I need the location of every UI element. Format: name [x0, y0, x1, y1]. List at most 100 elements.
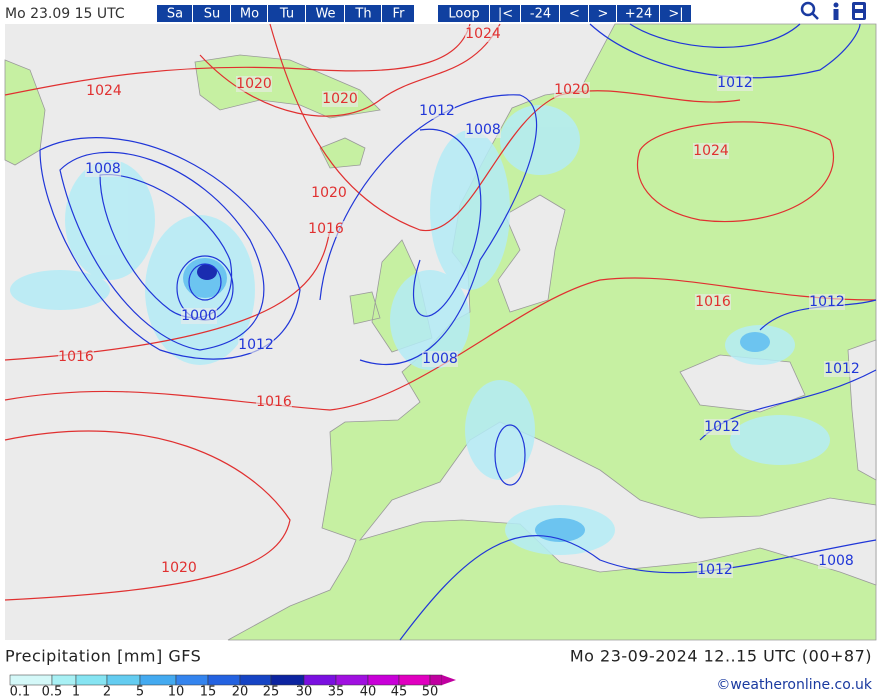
zoom-icon[interactable]: [800, 1, 819, 20]
isobar-label: 1016: [58, 349, 94, 365]
sea: [497, 194, 566, 313]
land: [319, 137, 366, 169]
button-label: Fr: [393, 7, 406, 22]
label-bg: [238, 337, 274, 353]
button-label: +24: [625, 7, 652, 22]
print-icon[interactable]: [852, 2, 866, 20]
scale-label: 1: [72, 685, 80, 699]
label-bg: [818, 553, 854, 569]
scale-label: 35: [328, 685, 345, 699]
isobar-label: 1012: [238, 337, 274, 353]
scale-label: 15: [200, 685, 217, 699]
scale-swatch: [335, 674, 369, 686]
scale-swatch: [270, 674, 305, 686]
scale-arrow: [442, 675, 456, 685]
scale-swatch: [106, 674, 141, 686]
isobar-label: 1024: [693, 143, 729, 159]
color-scale: 0.1 0.5 1 2 5 10 15 20 25 30 35 40 45 50: [9, 674, 456, 699]
label-bg: [181, 308, 217, 324]
scale-swatch: [429, 674, 443, 686]
scale-swatch: [398, 674, 431, 686]
button-label: Sa: [167, 7, 183, 22]
scale-label: 40: [360, 685, 377, 699]
scale-swatch: [367, 674, 400, 686]
button-bg: [490, 5, 520, 22]
scale-swatch: [207, 674, 241, 686]
scale-swatch: [9, 674, 53, 686]
button-bg: [268, 5, 305, 22]
day-button[interactable]: We: [306, 5, 344, 22]
label-bg: [322, 91, 358, 107]
scale-swatch: [139, 674, 177, 686]
button-label: Mo: [240, 7, 259, 22]
button-label: >: [598, 7, 609, 22]
day-button[interactable]: Th: [345, 5, 381, 22]
sea: [679, 339, 877, 481]
day-button[interactable]: Tu: [268, 5, 305, 22]
day-button[interactable]: Fr: [382, 5, 414, 22]
button-label: >|: [668, 7, 683, 22]
isobar-label: 1008: [85, 161, 121, 177]
scale-label: 10: [168, 685, 185, 699]
control-button[interactable]: >: [589, 5, 616, 22]
button-label: -24: [530, 7, 551, 22]
scale-label: 50: [422, 685, 439, 699]
button-bg: [231, 5, 267, 22]
button-label: Loop: [448, 7, 479, 22]
control-button[interactable]: Loop: [438, 5, 489, 22]
button-label: <: [569, 7, 580, 22]
toolbar: Sa Su Mo Tu We Th Fr Loop |< -24 < > +24 >|: [157, 5, 691, 22]
precipitation-peak: [197, 264, 217, 280]
button-bg: [660, 5, 691, 22]
scale-label: 25: [263, 685, 280, 699]
isobar-label: 1016: [256, 394, 292, 410]
control-button[interactable]: <: [560, 5, 588, 22]
button-bg: [193, 5, 230, 22]
variable-title: Precipitation [mm] GFS: [5, 647, 201, 666]
credit: ©weatheronline.co.uk: [716, 677, 873, 693]
isobar-label: 1012: [704, 419, 740, 435]
isobar-label: 1012: [697, 562, 733, 578]
button-label: Th: [354, 7, 371, 22]
timestamp: Mo 23.09 15 UTC: [5, 6, 125, 22]
control-button[interactable]: >|: [660, 5, 691, 22]
day-button[interactable]: Mo: [231, 5, 267, 22]
label-bg: [824, 361, 860, 377]
label-bg: [465, 122, 501, 138]
scale-label: 5: [136, 685, 144, 699]
label-bg: [161, 560, 197, 576]
isobar-label: 1020: [161, 560, 197, 576]
button-bg: [306, 5, 344, 22]
control-button[interactable]: -24: [521, 5, 559, 22]
button-bg: [589, 5, 616, 22]
button-bg: [345, 5, 381, 22]
label-bg: [311, 185, 347, 201]
scale-label: 0.1: [10, 685, 31, 699]
label-bg: [422, 351, 458, 367]
label-bg: [693, 143, 729, 159]
button-bg: [157, 5, 192, 22]
day-button[interactable]: Sa: [157, 5, 192, 22]
button-bg: [560, 5, 588, 22]
scale-label: 20: [232, 685, 249, 699]
label-bg: [554, 82, 590, 98]
control-button[interactable]: |<: [490, 5, 520, 22]
label-bg: [419, 103, 455, 119]
label-bg: [717, 75, 753, 91]
control-button[interactable]: +24: [617, 5, 659, 22]
map: 1024 1024 1020 1020 1020 1024 1020 1016 1016 1016…: [4, 23, 877, 641]
isobar-label: 1020: [554, 82, 590, 98]
label-bg: [308, 221, 344, 237]
button-label: Tu: [279, 7, 294, 22]
isobar-label: 1024: [86, 83, 122, 99]
scale-label: 45: [391, 685, 408, 699]
isobar-label: 1020: [322, 91, 358, 107]
label-bg: [697, 562, 733, 578]
scale-label: 2: [103, 685, 111, 699]
day-button[interactable]: Su: [193, 5, 230, 22]
info-icon[interactable]: [833, 2, 839, 21]
button-label: |<: [498, 7, 513, 22]
scale-label: 30: [296, 685, 313, 699]
button-bg: [521, 5, 559, 22]
